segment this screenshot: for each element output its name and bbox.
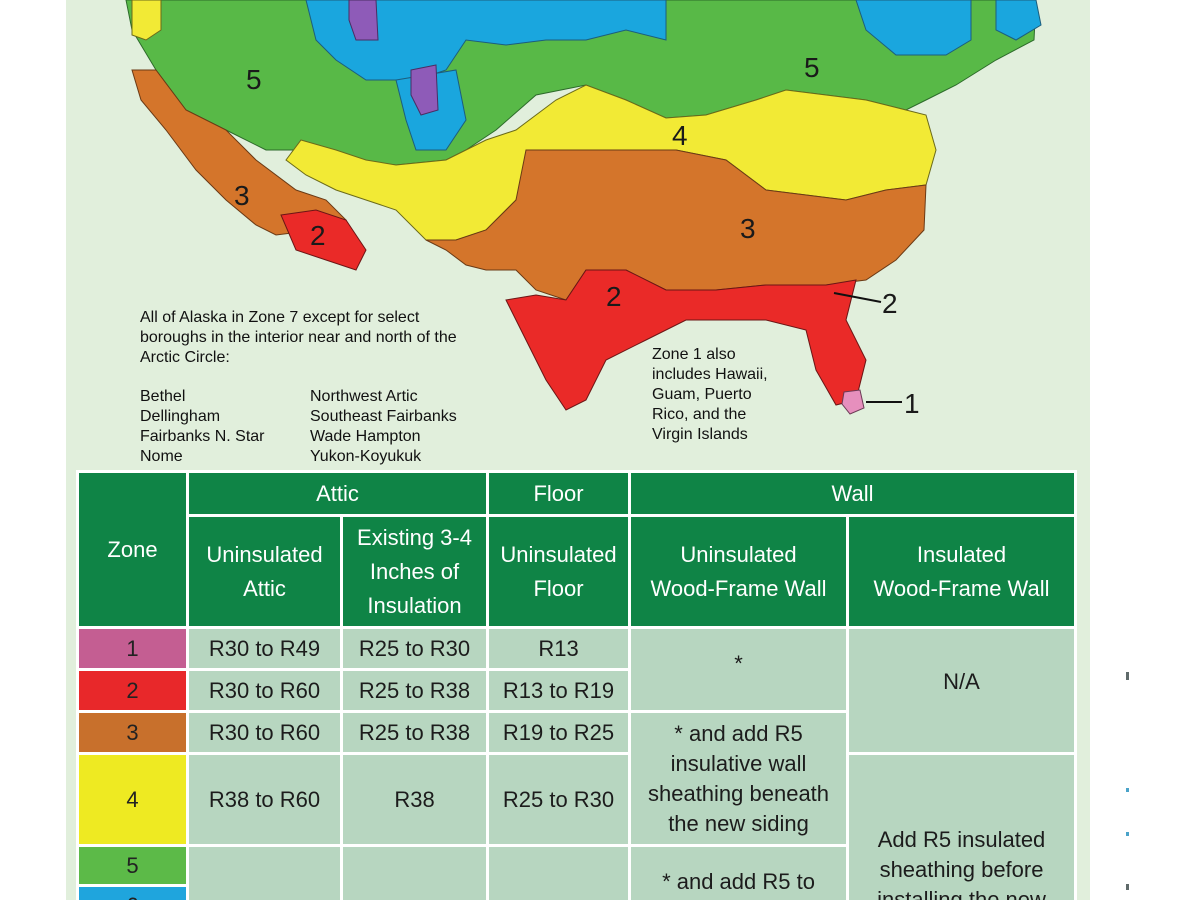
alaska-borough: Nome [140,447,264,467]
insulation-map-panel: 5 5 4 3 3 2 2 2 1 Zone 1 also includes H… [66,0,1090,900]
alaska-borough: Yukon-Koyukuk [310,447,457,467]
uninsulated-attic-header: Uninsulated Attic [188,516,342,628]
r-value-table: Zone Attic Floor Wall Uninsulated Attic … [76,470,1077,900]
zone-1-note: Zone 1 also includes Hawaii, Guam, Puert… [652,345,822,445]
existing-attic-cell [342,846,488,900]
existing-attic-cell: R25 to R38 [342,712,488,754]
existing-attic-cell: R25 to R38 [342,670,488,712]
uninsulated-floor-cell: R13 [488,628,630,670]
uninsulated-floor-cell: R25 to R30 [488,754,630,846]
insulated-wall-cell: N/A [848,628,1076,754]
map-zone-label: 2 [606,281,622,313]
map-zone-label: 2 [310,220,326,252]
map-zone-label: 3 [740,213,756,245]
uninsulated-attic-cell: R30 to R60 [188,670,342,712]
floor-header: Floor [488,472,630,516]
zone-1-region [842,390,864,414]
uninsulated-floor-cell [488,846,630,900]
uninsulated-floor-cell: R19 to R25 [488,712,630,754]
zone-2-callout-label: 2 [882,288,898,320]
insulated-wall-cell: Add R5 insulated sheathing before instal… [848,754,1076,900]
alaska-borough-list-right: Northwest Artic Southeast Fairbanks Wade… [310,387,457,467]
zone-cell: 3 [78,712,188,754]
zone-cell: 1 [78,628,188,670]
alaska-borough: Dellingham [140,407,264,427]
existing-attic-cell: R38 [342,754,488,846]
zone-1-callout-label: 1 [904,388,920,420]
table-row: 1 R30 to R49 R25 to R30 R13 * N/A [78,628,1076,670]
zone-cell: 6 [78,886,188,900]
zone-cell: 5 [78,846,188,886]
edge-mark [1126,884,1129,890]
map-zone-label: 5 [804,52,820,84]
uninsulated-attic-cell: R38 to R60 [188,754,342,846]
zone-cell: 4 [78,754,188,846]
uninsulated-floor-cell: R13 to R19 [488,670,630,712]
uninsulated-attic-cell: R30 to R60 [188,712,342,754]
zone-header: Zone [78,472,188,628]
zone-cell: 2 [78,670,188,712]
uninsulated-attic-cell: R30 to R49 [188,628,342,670]
map-zone-label: 3 [234,180,250,212]
attic-header: Attic [188,472,488,516]
map-zone-label: 5 [246,64,262,96]
map-zone-label: 4 [672,120,688,152]
edge-mark [1126,672,1129,680]
existing-attic-cell: R25 to R30 [342,628,488,670]
uninsulated-floor-header: Uninsulated Floor [488,516,630,628]
uninsulated-wall-cell: * [630,628,848,712]
wall-header: Wall [630,472,1076,516]
existing-insulation-header: Existing 3-4 Inches of Insulation [342,516,488,628]
edge-mark [1126,788,1129,792]
edge-mark [1126,832,1129,836]
alaska-borough: Northwest Artic [310,387,457,407]
uninsulated-wall-cell: * and add R5 to [630,846,848,900]
alaska-borough-list-left: Bethel Dellingham Fairbanks N. Star Nome [140,387,264,467]
table-row: 4 R38 to R60 R38 R25 to R30 Add R5 insul… [78,754,1076,846]
uninsulated-wall-header: Uninsulated Wood-Frame Wall [630,516,848,628]
alaska-borough: Bethel [140,387,264,407]
insulated-wall-header: Insulated Wood-Frame Wall [848,516,1076,628]
alaska-borough: Wade Hampton [310,427,457,447]
alaska-note: All of Alaska in Zone 7 except for selec… [140,308,470,368]
alaska-borough: Southeast Fairbanks [310,407,457,427]
uninsulated-attic-cell [188,846,342,900]
uninsulated-wall-cell: * and add R5 insulative wall sheathing b… [630,712,848,846]
alaska-borough: Fairbanks N. Star [140,427,264,447]
